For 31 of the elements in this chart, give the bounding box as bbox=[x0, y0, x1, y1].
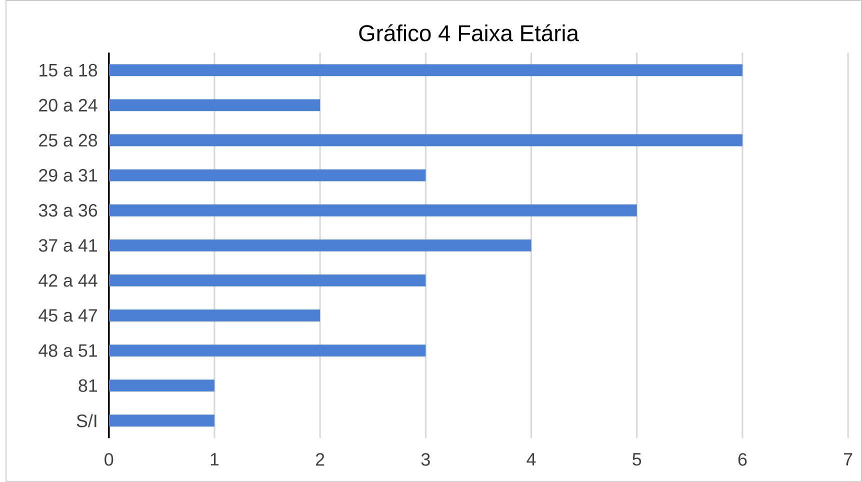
y-tick-label: 29 a 31 bbox=[39, 169, 97, 182]
bar bbox=[108, 64, 742, 76]
bar bbox=[108, 310, 320, 322]
bar bbox=[108, 99, 320, 112]
y-tick-label: 48 a 51 bbox=[38, 344, 97, 357]
bar bbox=[108, 274, 426, 286]
bar bbox=[108, 380, 214, 392]
y-tick-label: 37 a 41 bbox=[38, 239, 97, 252]
x-tick-label: 5 bbox=[632, 453, 642, 466]
x-tick-label: 4 bbox=[526, 453, 536, 466]
bar bbox=[108, 204, 637, 216]
bar bbox=[108, 414, 214, 427]
y-tick-label: 15 a 18 bbox=[40, 64, 98, 77]
y-tick-label: 33 a 36 bbox=[38, 204, 98, 217]
bar bbox=[108, 344, 426, 357]
bar bbox=[108, 240, 532, 252]
y-tick-label: 20 a 24 bbox=[39, 98, 98, 112]
chart-title: Gráfico 4 Faixa Etária bbox=[359, 24, 580, 42]
y-tick-label: 81 bbox=[78, 379, 97, 392]
x-tick-label: 6 bbox=[738, 453, 747, 466]
x-tick-label: 1 bbox=[210, 453, 219, 466]
y-tick-label: S/I bbox=[76, 414, 96, 428]
x-tick-label: 7 bbox=[844, 453, 852, 466]
y-tick-label: 45 a 47 bbox=[38, 309, 97, 322]
y-tick-label: 25 a 28 bbox=[39, 134, 98, 147]
bar bbox=[108, 169, 426, 182]
x-tick-label: 3 bbox=[421, 453, 430, 466]
x-tick-label: 2 bbox=[316, 453, 324, 466]
x-tick-label: 0 bbox=[104, 453, 114, 466]
y-tick-label: 42 a 44 bbox=[38, 274, 98, 287]
bar bbox=[108, 134, 742, 146]
